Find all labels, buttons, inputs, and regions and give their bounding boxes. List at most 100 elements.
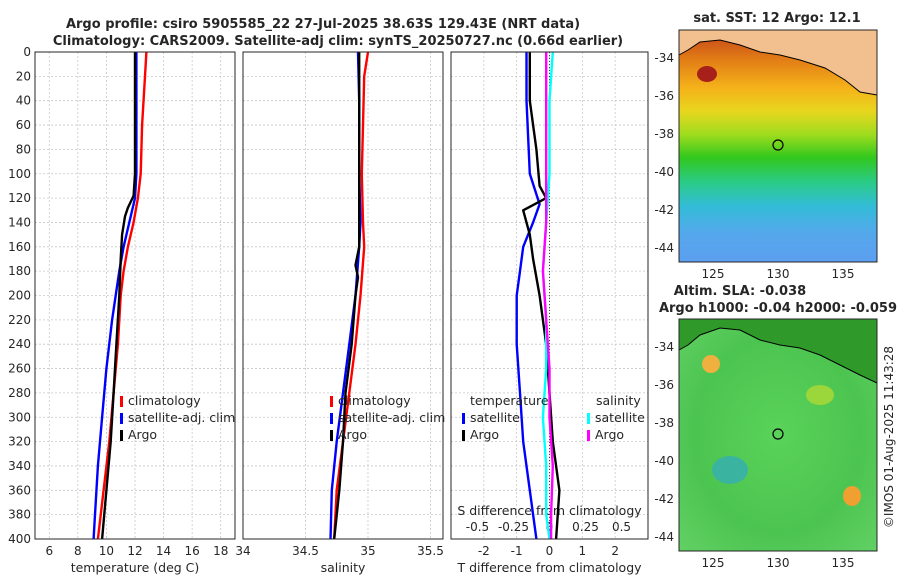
depth-tick-label: 0 [23, 45, 31, 59]
x-tick-label: 18 [213, 544, 228, 558]
title-line-1: Argo profile: csiro 5905585_22 27-Jul-20… [66, 17, 580, 32]
x-tick-label: 16 [185, 544, 200, 558]
depth-tick-label: 100 [8, 167, 31, 181]
x-axis-label: T difference from climatology [456, 560, 642, 575]
sla-lat-tick: -38 [654, 416, 674, 430]
panel-frame [242, 51, 444, 540]
depth-tick-label: 240 [8, 337, 31, 351]
legend-salinity: climatology satellite-adj. clim Argo [330, 393, 445, 442]
sla-map-subtitle: Argo h1000: -0.04 h2000: -0.059 [659, 301, 897, 316]
legend-label-clim: climatology [338, 393, 411, 408]
depth-tick-label: 60 [16, 118, 31, 132]
depth-tick-label: 400 [8, 532, 31, 546]
sst-coastline [678, 39, 878, 96]
depth-tick-label: 160 [8, 240, 31, 254]
sst-lat-tick: -36 [654, 89, 674, 103]
x-tick-label: 35.5 [417, 544, 444, 558]
sla-frame [678, 318, 878, 552]
x-axis-label: salinity [321, 560, 366, 575]
legend-heading-temperature: temperature [470, 393, 549, 408]
x-axis-label: temperature (deg C) [71, 560, 200, 575]
legend-label-sat: satellite-adj. clim [128, 410, 235, 425]
sst-map-title: sat. SST: 12 Argo: 12.1 [693, 11, 860, 26]
legend-label-t-sat: satellite [470, 410, 520, 425]
sla-anomaly [806, 385, 834, 405]
sla-lat-tick: -44 [654, 530, 674, 544]
legend-temperature: climatology satellite-adj. clim Argo [120, 393, 235, 442]
x-tick-label: 35 [360, 544, 375, 558]
legend-label-argo: Argo [128, 427, 157, 442]
legend-heading-salinity: salinity [596, 393, 641, 408]
imos-credit: ©IMOS 01-Aug-2025 11:43:28 [882, 346, 896, 528]
legend-label-clim: climatology [128, 393, 201, 408]
sst-lat-tick: -44 [654, 241, 674, 255]
series-line-t-satellite [515, 52, 541, 540]
series-line-t-argo [522, 52, 561, 540]
depth-tick-label: 380 [8, 508, 31, 522]
sla-high-anomaly [702, 355, 720, 373]
sla-map-title: Altim. SLA: -0.038 [674, 284, 806, 299]
profile-panels: 0204060801001201401601802002202402602803… [8, 45, 649, 575]
depth-tick-label: 220 [8, 313, 31, 327]
x-tick-label: 2 [611, 544, 619, 558]
legend-swatch-s-argo [587, 430, 590, 441]
x-tick-label: 10 [99, 544, 114, 558]
legend-difference: temperature salinity satellite Argo sate… [462, 393, 645, 442]
sst-lon-tick: 130 [767, 267, 790, 281]
legend-label-sat: satellite-adj. clim [338, 410, 445, 425]
series-line-s-argo [541, 52, 554, 539]
sst-lat-tick: -34 [654, 51, 674, 65]
top-tick-label: -0.25 [498, 520, 529, 534]
legend-label-s-sat: satellite [595, 410, 645, 425]
depth-tick-label: 40 [16, 94, 31, 108]
top-tick-label: 0 [546, 520, 554, 534]
sla-lat-tick: -36 [654, 378, 674, 392]
sst-argo-location-marker [772, 139, 784, 151]
depth-tick-label: 80 [16, 142, 31, 156]
sla-lon-tick: 130 [767, 556, 790, 570]
sst-lat-tick: -38 [654, 127, 674, 141]
legend-swatch-s-sat [587, 413, 590, 424]
sla-lat-tick: -34 [654, 340, 674, 354]
series-line-argo [100, 52, 137, 540]
legend-swatch-argo [120, 430, 123, 441]
sst-map [678, 29, 878, 263]
x-tick-label: 0 [546, 544, 554, 558]
depth-tick-label: 120 [8, 191, 31, 205]
depth-tick-label: 300 [8, 410, 31, 424]
sst-lat-tick: -42 [654, 203, 674, 217]
depth-tick-label: 340 [8, 459, 31, 473]
sla-low-anomaly [712, 456, 748, 484]
top-axis-label: S difference from climatology [457, 503, 642, 518]
legend-swatch-t-argo [462, 430, 465, 441]
depth-tick-label: 320 [8, 435, 31, 449]
sst-warm-eddy [697, 66, 717, 82]
legend-swatch-clim [120, 396, 123, 407]
sla-lat-tick: -42 [654, 492, 674, 506]
sla-coastline [678, 327, 878, 384]
gridlines [242, 51, 443, 540]
legend-swatch-clim [330, 396, 333, 407]
legend-label-s-argo: Argo [595, 427, 624, 442]
depth-tick-label: 200 [8, 289, 31, 303]
depth-tick-label: 20 [16, 69, 31, 83]
profile-panel-3: -2 -1 0 1 2 S difference from climatology -0.5… [450, 51, 649, 575]
sst-lat-tick: -40 [654, 165, 674, 179]
sst-frame [678, 29, 878, 263]
top-tick-label: 0.5 [612, 520, 631, 534]
panel-frame [34, 51, 236, 540]
depth-tick-label: 280 [8, 386, 31, 400]
profile-panel-1: 0 20 40 60 80 100 120 140 160 180 200 220 240 260 280 3… [8, 45, 236, 575]
australia-landmass [679, 30, 877, 95]
profile-panel-2: 34 34.5 35 35.5 salinity [235, 51, 444, 575]
sla-lon-tick: 125 [702, 556, 725, 570]
top-tick-label: 0.25 [572, 520, 599, 534]
legend-swatch-argo [330, 430, 333, 441]
legend-swatch-t-sat [462, 413, 465, 424]
depth-tick-label: 260 [8, 362, 31, 376]
title-line-2: Climatology: CARS2009. Satellite-adj cli… [53, 34, 623, 49]
x-tick-label: -2 [478, 544, 490, 558]
legend-label-t-argo: Argo [470, 427, 499, 442]
sst-lon-tick: 135 [832, 267, 855, 281]
